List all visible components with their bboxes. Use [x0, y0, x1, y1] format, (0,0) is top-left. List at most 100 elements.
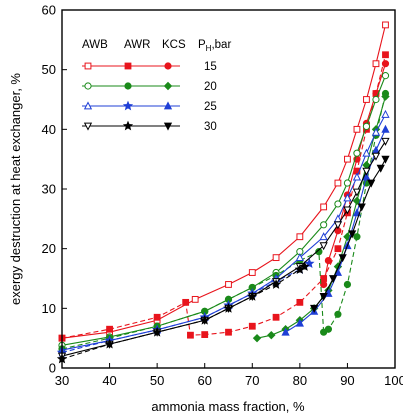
- point-awb-25-11: [352, 172, 362, 181]
- point-awr-20-11: [334, 310, 342, 318]
- point-kcs-20-1: [267, 330, 276, 340]
- point-awr-30-8: [299, 261, 310, 271]
- point-awr-30-5: [247, 290, 258, 301]
- point-kcs-30-6: [367, 179, 376, 188]
- point-kcs-30-4: [348, 230, 357, 239]
- legend-label-30: 30: [204, 121, 217, 133]
- x-tick-label-100: 100: [384, 373, 403, 388]
- y-tick-label-50: 50: [42, 62, 56, 77]
- point-awb-30-10: [343, 206, 352, 215]
- series-layer: [56, 21, 390, 364]
- point-kcs-25-0: [281, 327, 290, 336]
- legend-marker-20-0: [84, 82, 92, 90]
- legend-label-25: 25: [204, 101, 217, 113]
- x-tick-label-90: 90: [340, 373, 354, 388]
- series-line-awr-15: [61, 54, 387, 339]
- legend-label-15: 15: [204, 61, 217, 73]
- legend-marker-30-1: [122, 120, 134, 131]
- x-tick-label-50: 50: [150, 373, 164, 388]
- point-awr-15-3: [182, 298, 190, 306]
- point-awb-25-14: [381, 109, 390, 118]
- y-tick-label-60: 60: [42, 3, 56, 18]
- legend-header-pressure-subscript: H: [206, 44, 212, 53]
- y-axis-title: exergy destruction at heat exchanger, %: [8, 73, 23, 305]
- legend-header-pressure-unit: ,bar: [211, 39, 231, 51]
- legend-marker-20-2: [163, 81, 173, 91]
- point-awb-30-11: [352, 188, 362, 197]
- point-awb-20-12: [362, 122, 371, 130]
- legend-header-awb: AWB: [82, 39, 108, 51]
- point-awr-15-9: [296, 298, 304, 306]
- point-awr-15-5: [201, 331, 209, 338]
- point-kcs-25-9: [381, 124, 390, 133]
- point-kcs-20-8: [352, 196, 362, 206]
- series-kcs-30: [310, 155, 390, 313]
- point-awb-25-7: [295, 253, 304, 262]
- legend-marker-30-0: [83, 122, 93, 131]
- y-tick-label-10: 10: [42, 301, 56, 316]
- point-awr-30-6: [270, 279, 282, 289]
- series-awb-15: [58, 21, 389, 342]
- legend-marker-30-2: [163, 122, 173, 131]
- point-awb-15-10: [344, 155, 351, 163]
- point-awb-15-8: [320, 203, 328, 211]
- point-awr-15-8: [272, 313, 280, 321]
- x-tick-label-40: 40: [102, 373, 116, 388]
- point-kcs-30-5: [357, 203, 366, 212]
- legend-marker-25-1: [122, 100, 134, 111]
- point-awb-20-9: [334, 200, 342, 208]
- y-tick-label-20: 20: [42, 241, 56, 256]
- point-kcs-30-2: [329, 275, 338, 284]
- legend-label-20: 20: [204, 81, 217, 93]
- point-awb-15-4: [225, 281, 232, 288]
- point-awb-20-14: [381, 72, 390, 80]
- legend-marker-25-2: [163, 101, 173, 110]
- point-awb-15-9: [334, 179, 342, 187]
- series-line-awb-20: [61, 75, 387, 346]
- point-awb-15-11: [353, 125, 361, 133]
- point-kcs-30-1: [319, 293, 328, 301]
- point-awb-25-8: [319, 232, 328, 241]
- point-awr-30-4: [223, 302, 234, 313]
- point-awr-30-2: [152, 326, 163, 337]
- point-kcs-20-11: [381, 92, 390, 101]
- point-kcs-30-8: [381, 155, 390, 164]
- point-awr-15-2: [153, 313, 161, 321]
- point-awb-20-10: [343, 179, 352, 187]
- point-awr-30-1: [104, 338, 115, 349]
- point-awr-15-6: [225, 328, 232, 336]
- point-awr-15-7: [248, 322, 256, 330]
- x-tick-label-80: 80: [293, 373, 307, 388]
- series-line-awr-25: [61, 263, 310, 354]
- point-awr-15-1: [106, 325, 113, 333]
- point-kcs-30-7: [376, 164, 385, 173]
- point-kcs-25-1: [295, 318, 304, 327]
- point-kcs-15-0: [320, 280, 328, 289]
- point-kcs-15-7: [381, 60, 390, 68]
- point-awb-30-12: [362, 167, 371, 176]
- x-tick-label-60: 60: [197, 373, 211, 388]
- series-awb-20: [58, 72, 390, 349]
- legend-marker-20-1: [124, 82, 132, 90]
- legend-header-pressure-symbol: P: [198, 39, 206, 51]
- point-awr-20-13: [353, 233, 361, 241]
- legend-header-kcs: KCS: [162, 39, 186, 51]
- point-awb-30-13: [371, 152, 381, 161]
- point-awb-30-14: [381, 137, 390, 146]
- legend: AWB AWR KCS PH,bar 15 20 25 30: [82, 39, 231, 133]
- point-kcs-30-0: [310, 304, 319, 313]
- point-awr-15-4: [187, 331, 194, 339]
- point-kcs-20-0: [252, 333, 262, 343]
- legend-marker-15-1: [124, 62, 132, 70]
- legend-header-pressure: PH,bar: [198, 39, 231, 53]
- axes: 30 40 50 60 70 80 90 100 0 10 20 30 40 50 60: [42, 3, 403, 389]
- x-tick-label-70: 70: [245, 373, 259, 388]
- point-awb-25-10: [343, 193, 352, 202]
- point-awb-20-8: [320, 221, 328, 229]
- point-awr-20-8: [315, 248, 323, 256]
- point-awb-15-5: [248, 269, 256, 276]
- x-tick-label-30: 30: [55, 373, 69, 388]
- legend-header-awr: AWR: [124, 39, 150, 51]
- point-awb-15-12: [363, 96, 370, 103]
- point-awb-20-13: [372, 95, 380, 104]
